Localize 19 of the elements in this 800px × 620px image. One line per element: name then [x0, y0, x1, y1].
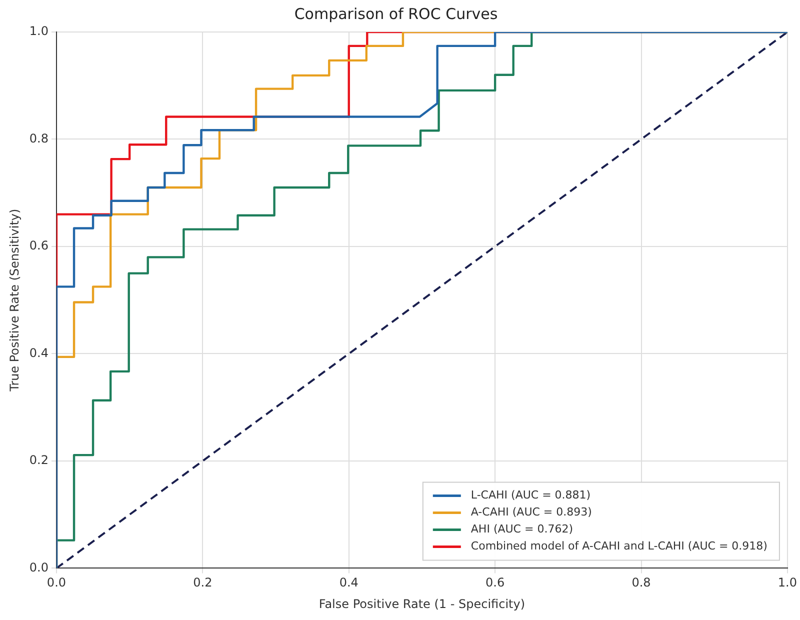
y-tick-label: 1.0	[29, 24, 48, 38]
x-tick-label: 1.0	[778, 576, 798, 590]
x-axis-title: False Positive Rate (1 - Specificity)	[318, 596, 526, 611]
x-tick-label: 0.2	[193, 576, 212, 590]
x-tick-label: 0.4	[339, 576, 358, 590]
y-tick-label: 0.2	[29, 453, 48, 468]
x-tick-label: 0.0	[46, 576, 66, 590]
legend-label: A-CAHI (AUC = 0.893)	[470, 506, 592, 519]
legend-label: AHI (AUC = 0.762)	[470, 522, 573, 536]
chart-title: Comparison of ROC Curves	[294, 4, 498, 23]
y-tick-label: 0.0	[29, 560, 48, 574]
y-tick-label: 0.6	[29, 238, 48, 253]
x-tick-label: 0.6	[486, 576, 505, 590]
y-tick-label: 0.4	[29, 346, 48, 360]
y-tick-label: 0.8	[29, 131, 48, 146]
legend-label: L-CAHI (AUC = 0.881)	[470, 488, 591, 502]
y-axis-title: True Positive Rate (Sensitivity)	[7, 208, 22, 392]
legend-label: Combined model of A-CAHI and L-CAHI (AUC = 0.918)	[470, 540, 768, 553]
x-tick-label: 0.8	[632, 576, 651, 590]
